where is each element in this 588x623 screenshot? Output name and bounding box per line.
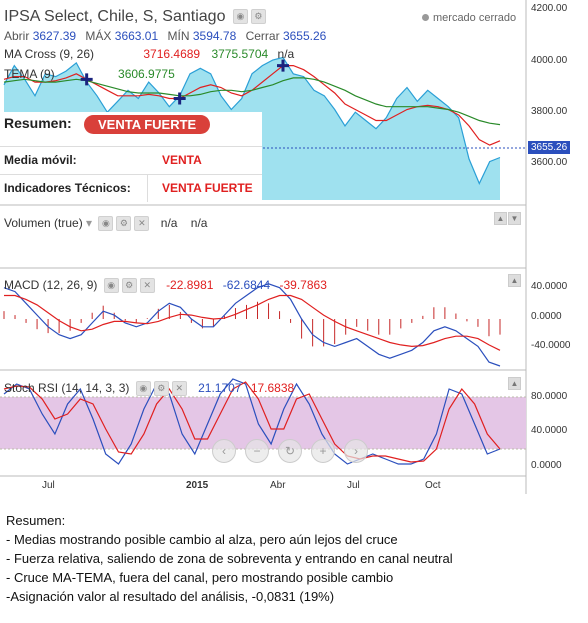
close-label: Cerrar — [245, 29, 280, 43]
open-label: Abrir — [4, 29, 30, 43]
stoch-value-2: 17.6838 — [250, 381, 295, 395]
macd-label: MACD (12, 26, 9) — [4, 278, 98, 292]
cross-marker — [80, 73, 93, 86]
eye-icon[interactable]: ◉ — [232, 9, 248, 25]
stoch-d-line — [3, 381, 501, 463]
eye-icon[interactable]: ◉ — [135, 381, 151, 397]
summary-signal-badge: VENTA FUERTE — [84, 115, 211, 134]
macd-tick: -40.0000 — [531, 340, 571, 351]
arrow-down-icon[interactable]: ▼ — [508, 212, 521, 225]
note-line: - Medias mostrando posible cambio al alz… — [6, 532, 398, 547]
stoch-label: Stoch RSI (14, 14, 3, 3) — [4, 381, 130, 395]
chart-title: IPSA Select, Chile, S, Santiago ◉ ⚙ — [4, 8, 266, 26]
summary-divider — [147, 174, 148, 202]
scroll-right-icon[interactable]: › — [344, 439, 368, 463]
price-tick: 4200.00 — [531, 3, 568, 14]
ma-cross-legend: MA Cross (9, 26) 3716.4689 3775.5704 n/a — [4, 47, 294, 61]
stoch-legend: Stoch RSI (14, 14, 3, 3) ◉ ⚙ ✕ 21.1707 17.… — [4, 381, 295, 397]
price-tick: 3800.00 — [531, 106, 568, 117]
zoom-out-icon[interactable]: − — [245, 439, 269, 463]
x-tick: Jul — [42, 480, 55, 491]
tema-label: TEMA (9) — [4, 67, 55, 81]
macd-tick: 0.0000 — [531, 311, 562, 322]
ma-cross-value-3: n/a — [277, 47, 295, 61]
macd-signal-line — [4, 294, 501, 351]
reset-icon[interactable]: ↻ — [278, 439, 302, 463]
eye-icon[interactable]: ◉ — [98, 216, 114, 232]
low-value: 3594.78 — [192, 29, 237, 43]
ma-cross-value-1: 3716.4689 — [143, 47, 201, 61]
gear-icon[interactable]: ⚙ — [116, 216, 132, 232]
stoch-panel — [3, 378, 501, 465]
x-tick: Jul — [347, 480, 360, 491]
close-icon[interactable]: ✕ — [139, 278, 155, 294]
volume-value-2: n/a — [190, 216, 208, 230]
arrow-up-icon[interactable]: ▲ — [508, 274, 521, 287]
eye-icon[interactable]: ◉ — [103, 278, 119, 294]
scroll-left-icon[interactable]: ‹ — [212, 439, 236, 463]
note-line: - Fuerza relativa, saliendo de zona de s… — [6, 551, 453, 566]
summary-row-indicators: Indicadores Técnicos: VENTA FUERTE — [0, 174, 262, 203]
note-line: - Cruce MA-TEMA, fuera del canal, pero m… — [6, 570, 394, 585]
stoch-tick: 80.0000 — [531, 391, 568, 402]
volume-value-1: n/a — [160, 216, 178, 230]
x-tick: Abr — [270, 480, 286, 491]
high-value: 3663.01 — [114, 29, 159, 43]
cross-marker — [277, 59, 289, 72]
ohlc-readout: Abrir 3627.39 MÁX 3663.01 MÍN 3594.78 Ce… — [4, 29, 332, 43]
volume-legend: Volumen (true) ▾ ◉ ⚙ ✕ n/a n/a — [4, 216, 208, 232]
macd-line — [3, 283, 501, 367]
macd-value-3: -39.7863 — [279, 278, 327, 292]
summary-row-ma: Media móvil: VENTA — [0, 146, 262, 175]
note-line: Resumen: — [6, 513, 66, 528]
macd-legend: MACD (12, 26, 9) ◉ ⚙ ✕ -22.8981 -62.6844 -… — [4, 278, 327, 294]
stoch-value-1: 21.1707 — [198, 381, 242, 395]
open-value: 3627.39 — [32, 29, 77, 43]
stoch-tick: 0.0000 — [531, 460, 562, 471]
ma-cross-value-2: 3775.5704 — [211, 47, 269, 61]
arrow-up-icon[interactable]: ▲ — [508, 377, 521, 390]
summary-row-label: Indicadores Técnicos: — [4, 181, 131, 195]
analysis-notes: Resumen: - Medias mostrando posible camb… — [6, 511, 453, 606]
tema-value: 3606.9775 — [118, 67, 175, 81]
summary-box: Resumen: VENTA FUERTE Media móvil: VENTA… — [0, 112, 262, 202]
macd-panel — [3, 283, 501, 367]
high-label: MÁX — [85, 29, 112, 43]
macd-tick: 40.0000 — [531, 281, 568, 292]
summary-row-label: Media móvil: — [4, 153, 77, 167]
tema-legend: TEMA (9) 3606.9775 — [4, 67, 175, 81]
arrow-up-icon[interactable]: ▲ — [494, 212, 507, 225]
price-tick: 3600.00 — [531, 157, 568, 168]
note-line: -Asignación valor al resultado del análi… — [6, 589, 335, 604]
summary-label: Resumen: — [4, 115, 72, 131]
close-icon[interactable]: ✕ — [134, 216, 150, 232]
volume-label: Volumen (true) — [4, 216, 83, 230]
chart-title-text: IPSA Select, Chile, S, Santiago — [4, 8, 226, 25]
macd-value-2: -62.6844 — [222, 278, 271, 292]
close-icon[interactable]: ✕ — [171, 381, 187, 397]
market-status-text: mercado cerrado — [433, 12, 517, 24]
x-tick: Oct — [425, 480, 441, 491]
stoch-tick: 40.0000 — [531, 425, 568, 436]
last-price-tag: 3655.26 — [528, 141, 571, 154]
summary-row-value: VENTA — [162, 153, 202, 167]
zoom-in-icon[interactable]: + — [311, 439, 335, 463]
status-dot-icon — [422, 14, 429, 21]
low-label: MÍN — [167, 29, 190, 43]
cross-marker — [173, 92, 186, 105]
gear-icon[interactable]: ⚙ — [153, 381, 169, 397]
price-tick: 4000.00 — [531, 55, 568, 66]
ma-cross-label: MA Cross (9, 26) — [4, 47, 95, 61]
close-value: 3655.26 — [282, 29, 327, 43]
market-status: mercado cerrado — [422, 12, 516, 24]
macd-value-1: -22.8981 — [166, 278, 214, 292]
x-tick: 2015 — [186, 480, 209, 491]
gear-icon[interactable]: ⚙ — [121, 278, 137, 294]
gear-icon[interactable]: ⚙ — [250, 9, 266, 25]
summary-row-value: VENTA FUERTE — [162, 181, 253, 195]
